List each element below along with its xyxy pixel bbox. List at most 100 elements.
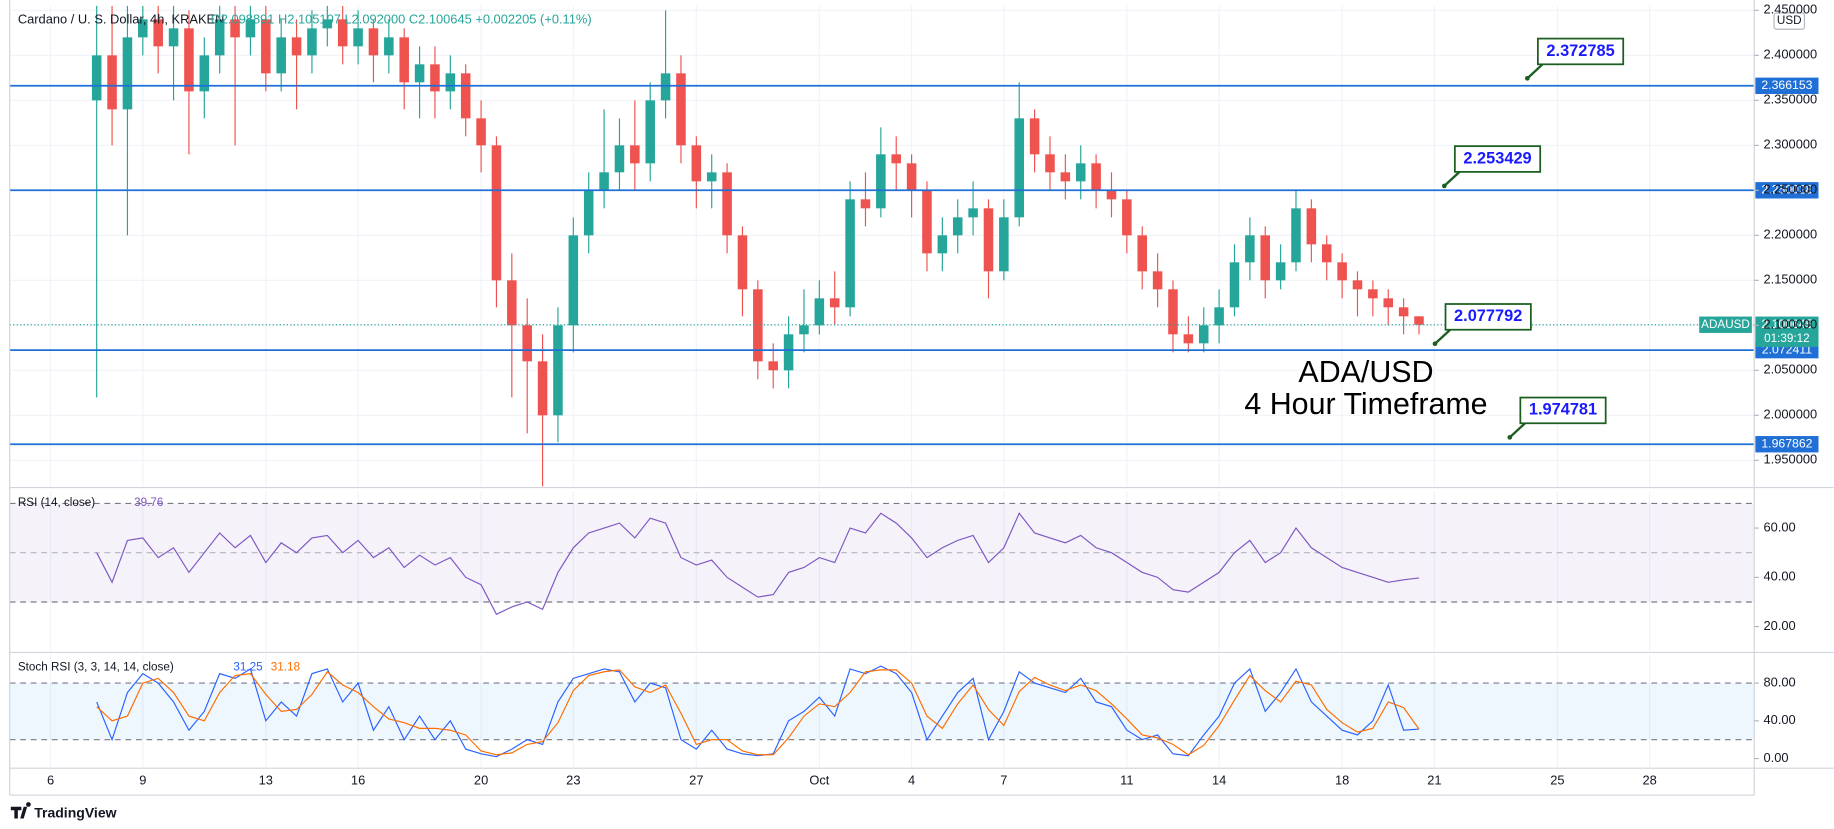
x-tick-label: 18 — [1335, 772, 1349, 787]
y-tick-label: 2.300000 — [1764, 137, 1818, 152]
candle-body — [368, 28, 379, 56]
indicator-line — [96, 669, 1420, 756]
callout-box — [1519, 396, 1607, 425]
candle-body — [922, 190, 932, 254]
candle-body — [414, 64, 425, 83]
candle-body — [1060, 172, 1071, 182]
candle-body — [676, 73, 686, 146]
x-tick-label: 25 — [1550, 772, 1564, 787]
overlay: 2.3661532.2500282.0724111.9678622.372785… — [1432, 37, 1819, 453]
candle-body — [829, 298, 840, 308]
candle-body — [876, 154, 886, 209]
x-tick-label: 23 — [566, 772, 580, 787]
candle-body — [1122, 199, 1132, 236]
candle-body — [337, 19, 348, 47]
indicator-value: 31.25 — [233, 661, 263, 674]
candle-body — [1229, 262, 1240, 308]
x-tick-label: 27 — [689, 772, 703, 787]
candle-body — [1398, 307, 1409, 317]
y-tick-label: 0.00 — [1764, 750, 1789, 765]
candle-body — [860, 199, 871, 209]
candle-body — [968, 208, 978, 218]
candle-body — [1245, 235, 1255, 263]
y-tick-label: 2.450000 — [1764, 2, 1818, 17]
annotation: 4 Hour Timeframe — [1244, 387, 1487, 421]
countdown: 01:39:12 — [1764, 332, 1809, 345]
candle-body — [645, 100, 655, 164]
ohlc-header: O2.098891 H2.105107 L2.092000 C2.100645 … — [211, 11, 592, 26]
y-tick-label: 2.200000 — [1764, 227, 1818, 242]
candle-body — [783, 334, 794, 371]
callout-label: 2.253429 — [1463, 149, 1531, 167]
candle-body — [138, 19, 148, 38]
candle-body — [1137, 235, 1147, 272]
candle-body — [307, 28, 317, 56]
candle-body — [553, 325, 563, 416]
stoch-pane — [9, 665, 1755, 758]
candle-body — [691, 145, 702, 182]
x-tick-label: 6 — [47, 772, 54, 787]
level-axis-box — [1755, 436, 1819, 453]
chart-title: Cardano / U. S. Dollar, 4h, KRAKEN — [18, 11, 225, 26]
candle-body — [1045, 154, 1055, 173]
candle-body — [630, 145, 640, 164]
candle-body — [660, 73, 671, 101]
callout-pointer — [1509, 422, 1526, 439]
callout-dot — [1441, 183, 1447, 189]
candle-body — [1368, 289, 1378, 299]
x-tick-label: 16 — [351, 772, 365, 787]
y-tick-label: 2.400000 — [1764, 47, 1818, 62]
candle-body — [1014, 118, 1024, 218]
candle-body — [537, 361, 548, 416]
y-tick-label: 1.950000 — [1764, 452, 1818, 467]
candle-body — [952, 217, 963, 236]
candle-body — [291, 37, 302, 56]
x-tick-label: 20 — [474, 772, 488, 787]
x-tick-label: 7 — [1000, 772, 1007, 787]
candle-body — [1414, 316, 1424, 325]
candle-body — [522, 325, 532, 362]
x-tick-label: 9 — [139, 772, 146, 787]
stoch-title: Stoch RSI (3, 3, 14, 14, close) — [18, 661, 174, 674]
candle-body — [1152, 271, 1163, 290]
x-tick-label: Oct — [809, 772, 829, 787]
candle-body — [814, 298, 825, 326]
candle-body — [722, 172, 732, 236]
callout-pointer — [1526, 63, 1544, 80]
callout-label: 2.372785 — [1546, 42, 1614, 60]
level-axis-label: 2.366153 — [1761, 78, 1812, 92]
candle-body — [706, 172, 717, 182]
indicator-line — [96, 665, 1420, 758]
y-tick-label: 2.100000 — [1764, 317, 1818, 332]
candle-body — [1075, 163, 1086, 182]
y-tick-label: 2.000000 — [1764, 407, 1818, 422]
candle-body — [983, 208, 994, 272]
candle-body — [322, 19, 333, 29]
symbol-box — [1699, 316, 1752, 333]
y-tick-label: 2.350000 — [1764, 92, 1818, 107]
candle-body — [1321, 244, 1332, 263]
candle-body — [122, 37, 133, 110]
candle-body — [937, 235, 948, 254]
callout-box — [1536, 37, 1625, 66]
rsi-pane — [9, 502, 1755, 616]
y-tick-label: 20.00 — [1764, 618, 1796, 633]
x-tick-label: 21 — [1427, 772, 1441, 787]
candle-body — [184, 28, 194, 92]
callout-box — [1444, 303, 1532, 331]
candle-body — [583, 190, 594, 236]
candle-body — [1275, 262, 1286, 281]
last-price-box — [1755, 316, 1819, 347]
candle-body — [1106, 190, 1117, 200]
candle-body — [491, 145, 502, 281]
candle-body — [230, 19, 240, 38]
watermark: TradingView — [34, 805, 116, 821]
candle-body — [276, 37, 286, 74]
callout-dot — [1432, 341, 1438, 347]
callout-dot — [1525, 76, 1530, 81]
price-pane — [9, 5, 1755, 487]
candle-body — [460, 73, 471, 119]
candle-body — [430, 64, 440, 92]
candle-body — [599, 172, 609, 191]
